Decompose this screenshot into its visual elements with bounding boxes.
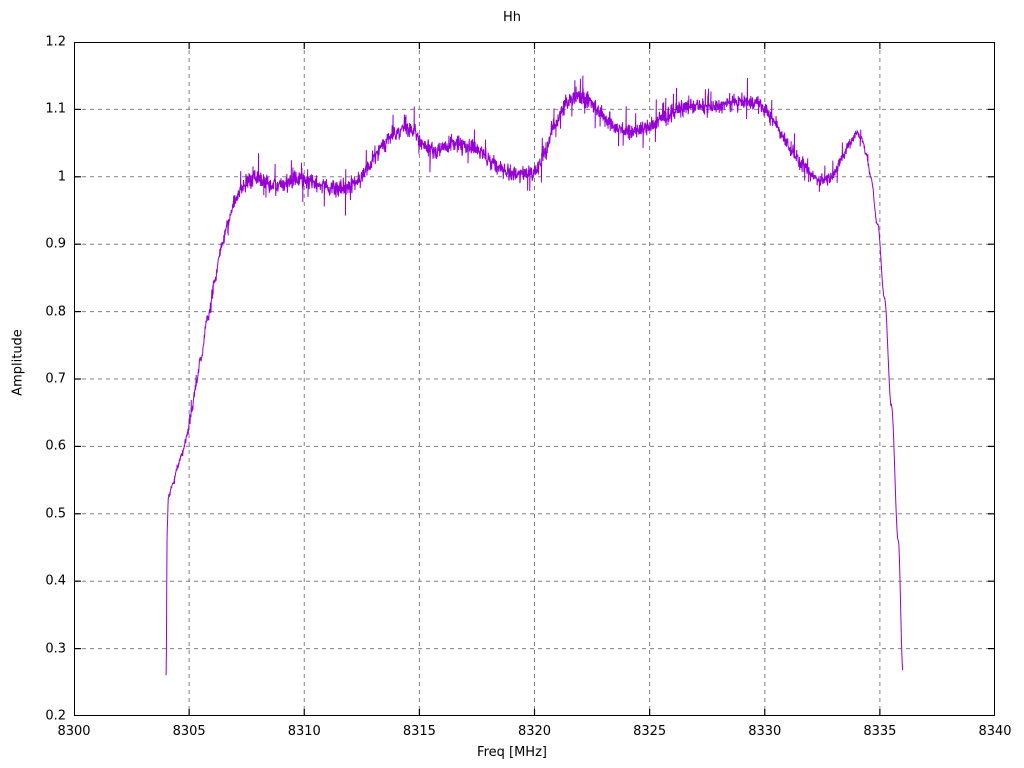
y-tick-label: 0.6: [45, 438, 66, 454]
y-tick-label: 1.1: [45, 101, 66, 117]
x-tick-label: 8310: [287, 724, 321, 739]
y-axis-title: Amplitude: [10, 329, 26, 396]
y-tick-label: 1: [57, 169, 66, 185]
x-tick-label: 8325: [633, 724, 667, 739]
y-tick-label: 0.8: [45, 304, 66, 320]
y-tick-label: 0.9: [45, 236, 66, 252]
x-tick-label: 8320: [517, 724, 552, 739]
y-tick-label: 1.2: [45, 34, 66, 50]
y-tick-label: 0.5: [45, 506, 66, 522]
y-tick-label: 0.4: [45, 573, 66, 589]
y-tick-label: 0.2: [45, 708, 66, 724]
x-tick-label: 8340: [978, 724, 1012, 739]
y-tick-label: 0.7: [45, 371, 66, 387]
x-axis-title: Freq [MHz]: [477, 745, 547, 760]
plot-canvas: [74, 42, 995, 716]
x-tick-label: 8330: [748, 724, 782, 739]
chart-title: Hh: [502, 10, 521, 25]
x-tick-label: 8300: [57, 724, 91, 739]
x-tick-label: 8305: [172, 724, 206, 739]
y-tick-label: 0.3: [45, 641, 66, 657]
x-tick-label: 8315: [402, 724, 436, 739]
x-tick-label: 8335: [863, 724, 897, 739]
